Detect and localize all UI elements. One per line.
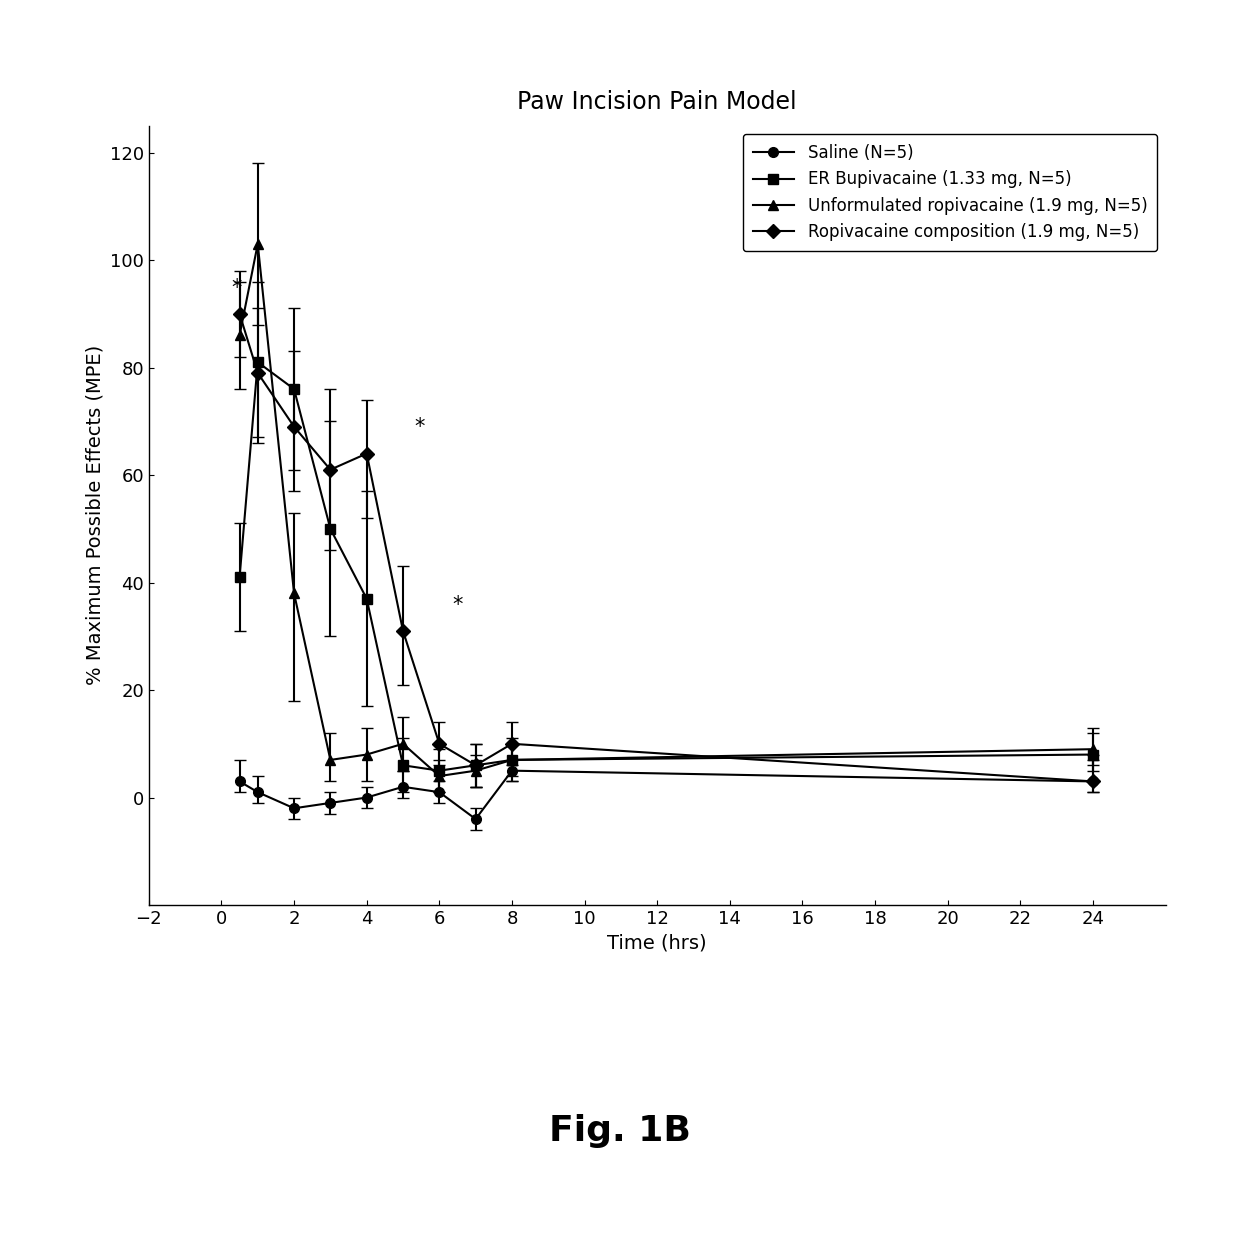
Y-axis label: % Maximum Possible Effects (MPE): % Maximum Possible Effects (MPE)	[86, 346, 104, 685]
Text: *: *	[414, 417, 424, 437]
Title: Paw Incision Pain Model: Paw Incision Pain Model	[517, 91, 797, 114]
Text: *: *	[232, 278, 242, 298]
X-axis label: Time (hrs): Time (hrs)	[608, 934, 707, 953]
Text: *: *	[453, 595, 463, 615]
Text: Fig. 1B: Fig. 1B	[549, 1114, 691, 1149]
Legend: Saline (N=5), ER Bupivacaine (1.33 mg, N=5), Unformulated ropivacaine (1.9 mg, N: Saline (N=5), ER Bupivacaine (1.33 mg, N…	[743, 134, 1157, 251]
